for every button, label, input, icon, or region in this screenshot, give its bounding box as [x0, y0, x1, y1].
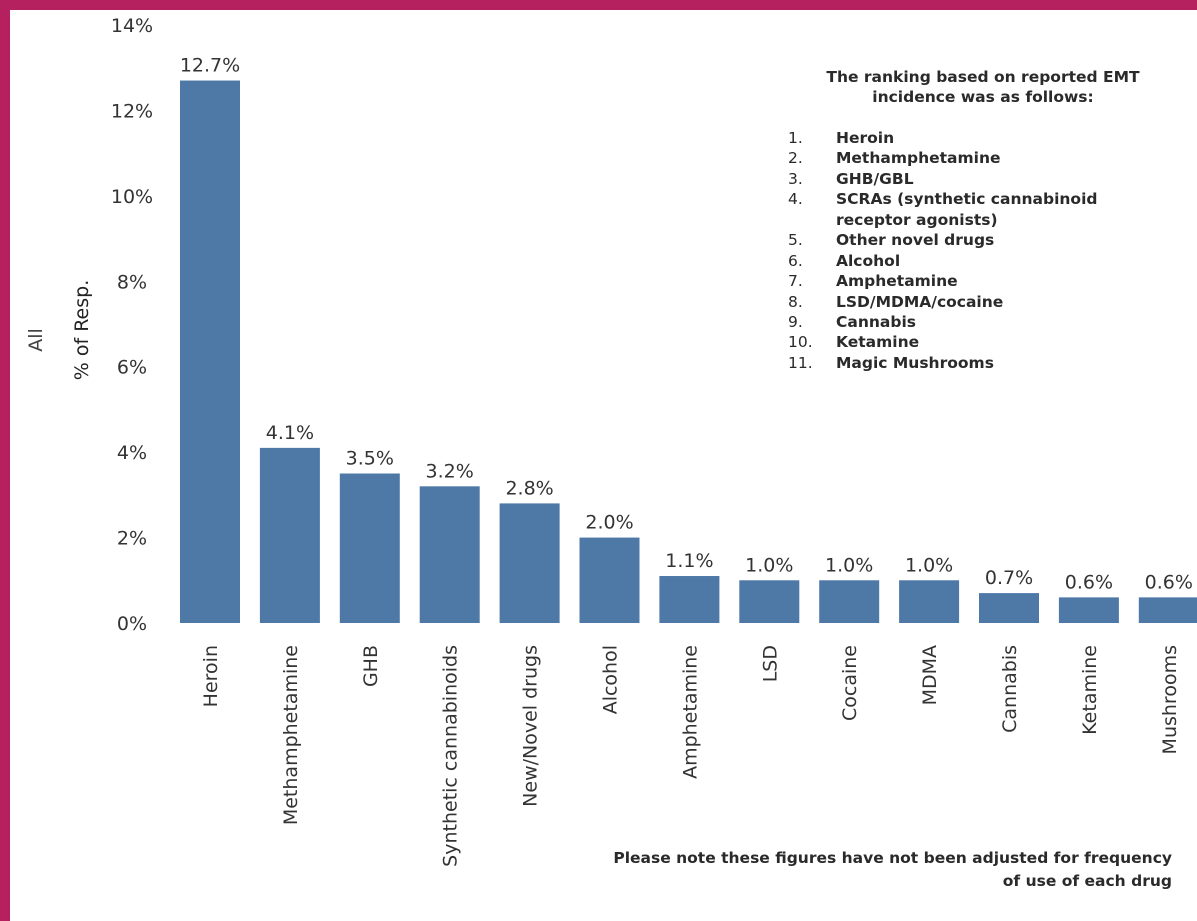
ranking-number: 5.	[788, 231, 803, 250]
category-label: Synthetic cannabinoids	[440, 645, 462, 867]
value-label: 0.7%	[985, 567, 1033, 589]
bar	[499, 503, 560, 623]
ranking-number: 9.	[788, 312, 803, 331]
ranking-item: 11. Magic Mushrooms	[788, 353, 1188, 373]
bar	[659, 576, 720, 623]
bar-chart: All % of Resp. 0% 2% 4% 6% 8% 10% 12% 14% 12.7%…	[25, 15, 1197, 867]
ranking-number: 11.	[788, 353, 813, 372]
ranking-text: Magic Mushrooms	[836, 353, 994, 372]
value-label: 12.7%	[180, 55, 240, 77]
bar	[579, 537, 640, 623]
value-label: 1.0%	[905, 554, 953, 576]
category-label: Methamphetamine	[280, 645, 302, 825]
y-tick-label: 14%	[111, 15, 153, 37]
category-label: Amphetamine	[679, 645, 701, 779]
category-label: Cannabis	[999, 645, 1021, 733]
bar	[419, 486, 480, 623]
category-label: New/Novel drugs	[520, 645, 542, 807]
ranking-text: Alcohol	[836, 251, 901, 270]
ranking-number: 3.	[788, 169, 803, 188]
ranking-number: 1.	[788, 128, 803, 147]
ranking-item: 4. SCRAs (synthetic cannabinoid receptor …	[788, 189, 1188, 230]
ranking-text: Methamphetamine	[836, 149, 1001, 168]
bar	[739, 580, 800, 623]
y-axis-title: % of Resp.	[71, 280, 93, 380]
ranking-text: Other novel drugs	[836, 231, 995, 250]
ranking-number: 10.	[788, 333, 813, 352]
ranking-item: 1. Heroin	[788, 128, 1188, 148]
ranking-list: 1. Heroin 2. Methamphetamine 3. GHB/GBL 4. S…	[788, 128, 1188, 373]
y-tick-label: 10%	[111, 186, 153, 208]
chart-panel: All % of Resp. 0% 2% 4% 6% 8% 10% 12% 14% 12.7%…	[10, 10, 1197, 921]
ranking-item: 8. LSD/MDMA/cocaine	[788, 292, 1188, 312]
y-tick-label: 4%	[117, 442, 147, 464]
category-label: Mushrooms	[1159, 645, 1181, 754]
ranking-number: 4.	[788, 190, 803, 209]
ranking-heading: The ranking based on reported EMT incide…	[826, 68, 1140, 107]
y-tick-label: 8%	[117, 271, 147, 293]
ranking-text: Ketamine	[836, 333, 920, 352]
bar	[819, 580, 880, 623]
ranking-text: Heroin	[836, 128, 895, 147]
row-header: All	[25, 328, 47, 352]
category-label: Ketamine	[1079, 645, 1101, 735]
value-label: 1.0%	[825, 554, 873, 576]
ranking-text: Amphetamine	[836, 272, 958, 291]
y-tick-label: 6%	[117, 357, 147, 379]
value-label: 2.0%	[585, 512, 633, 534]
bar	[899, 580, 960, 623]
value-label: 4.1%	[266, 422, 314, 444]
value-label: 2.8%	[505, 477, 553, 499]
bar	[259, 447, 320, 623]
ranking-text: SCRAs (synthetic cannabinoid receptor ag…	[836, 190, 1098, 229]
y-tick-label: 0%	[117, 613, 147, 635]
ranking-item: 7. Amphetamine	[788, 271, 1188, 291]
value-label: 3.2%	[426, 460, 474, 482]
ranking-text: LSD/MDMA/cocaine	[836, 292, 1004, 311]
ranking-item: 5. Other novel drugs	[788, 230, 1188, 250]
category-label: Cocaine	[839, 645, 861, 721]
category-label: Alcohol	[600, 645, 622, 714]
ranking-item: 2. Methamphetamine	[788, 148, 1188, 168]
ranking-text: GHB/GBL	[836, 169, 914, 188]
ranking-number: 2.	[788, 149, 803, 168]
category-label: GHB	[360, 645, 382, 687]
ranking-number: 8.	[788, 292, 803, 311]
y-tick-label: 2%	[117, 528, 147, 550]
bar	[180, 80, 240, 624]
bar	[1138, 597, 1197, 623]
bar	[979, 593, 1039, 623]
value-label: 1.0%	[745, 554, 793, 576]
category-label: LSD	[759, 645, 781, 682]
bar	[1058, 597, 1119, 623]
ranking-box: The ranking based on reported EMT incide…	[788, 67, 1188, 373]
footnote: Please note these figures have not been …	[613, 849, 1172, 891]
value-label: 1.1%	[665, 550, 713, 572]
ranking-item: 6. Alcohol	[788, 251, 1188, 271]
category-label: MDMA	[919, 645, 941, 705]
ranking-item: 3. GHB/GBL	[788, 169, 1188, 189]
ranking-number: 7.	[788, 272, 803, 291]
y-tick-label: 12%	[111, 100, 153, 122]
ranking-item: 9. Cannabis	[788, 312, 1188, 332]
value-label: 0.6%	[1145, 571, 1193, 593]
category-label: Heroin	[200, 645, 222, 707]
value-label: 3.5%	[346, 448, 394, 470]
ranking-item: 10. Ketamine	[788, 332, 1188, 352]
value-label: 0.6%	[1065, 571, 1113, 593]
bar	[339, 473, 400, 623]
ranking-number: 6.	[788, 251, 803, 270]
ranking-text: Cannabis	[836, 312, 916, 331]
